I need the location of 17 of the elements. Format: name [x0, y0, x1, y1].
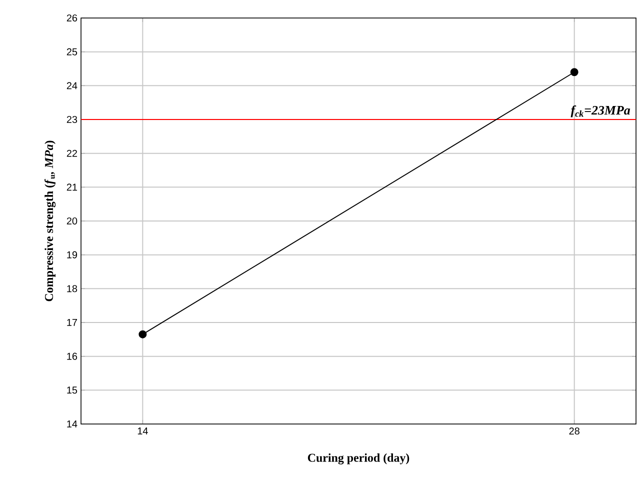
- y-tick-label: 26: [66, 14, 78, 22]
- y-tick-label: 16: [67, 352, 78, 360]
- y-axis-title: Compressive strength (f$_{u}$, MPa): [44, 140, 56, 302]
- y-tick-label: 25: [66, 48, 78, 56]
- y-tick-label: 18: [67, 285, 78, 292]
- y-tick-label: 23: [66, 116, 78, 124]
- y-tick-label: 21: [66, 184, 78, 191]
- y-tick-label: 14: [67, 420, 78, 428]
- y-tick-label: 20: [66, 217, 78, 225]
- y-tick-label: 17: [67, 319, 77, 326]
- y-tick-label: 24: [66, 82, 78, 90]
- x-axis-title: Curing period (day): [308, 453, 410, 464]
- y-tick-label: 22: [66, 150, 77, 157]
- ref-line-label: f$_{ck}$=23MPa: [570, 105, 630, 118]
- y-tick-label: 15: [67, 386, 78, 394]
- y-tick-label: 19: [67, 251, 78, 258]
- x-tick-label: 28: [569, 428, 580, 435]
